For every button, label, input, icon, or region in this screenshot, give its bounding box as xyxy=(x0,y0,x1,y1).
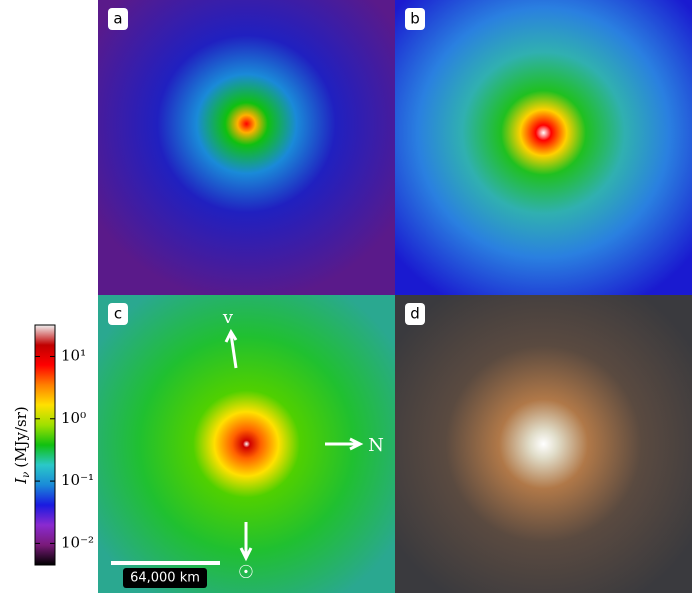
label-box xyxy=(405,303,425,325)
panel-label: b xyxy=(410,10,420,28)
scale-box xyxy=(123,568,207,588)
scale-bar xyxy=(111,561,220,565)
image xyxy=(395,0,692,295)
tick-label: 10⁻² xyxy=(61,533,94,551)
image xyxy=(395,295,692,593)
panel-label: d xyxy=(410,305,420,323)
label-unit: (MJy/sr) xyxy=(12,406,30,467)
panel-a: a xyxy=(98,0,395,295)
panel-label: a xyxy=(113,10,122,28)
north-label: N xyxy=(368,435,384,456)
image xyxy=(98,0,395,295)
label-box xyxy=(108,8,128,30)
scale-label: 64,000 km xyxy=(130,571,200,586)
colorbar-scale xyxy=(34,324,56,566)
velocity-label: v xyxy=(222,307,234,328)
velocity-arrow xyxy=(224,328,238,369)
panel-c: c v N ☉ 64,000 km xyxy=(98,295,395,593)
tick-label: 10¹ xyxy=(61,346,86,364)
label-sub: ν xyxy=(21,472,32,478)
tick-label: 10⁰ xyxy=(61,409,86,427)
label-box xyxy=(108,303,128,325)
label-box xyxy=(405,8,425,30)
panel-label: c xyxy=(114,305,122,323)
tick-label: 10⁻¹ xyxy=(61,471,94,489)
panel-d: d xyxy=(395,295,692,593)
label-symbol: I xyxy=(12,477,30,485)
sun-label: ☉ xyxy=(238,562,254,583)
sun-arrow xyxy=(239,522,253,562)
north-arrow xyxy=(325,437,364,451)
panel-b: b xyxy=(395,0,692,295)
colorbar-label: Iν (MJy/sr) xyxy=(12,406,32,485)
colorbar: Iν (MJy/sr) 10⁻² 10⁻¹ 10⁰ 10¹ xyxy=(12,324,94,566)
